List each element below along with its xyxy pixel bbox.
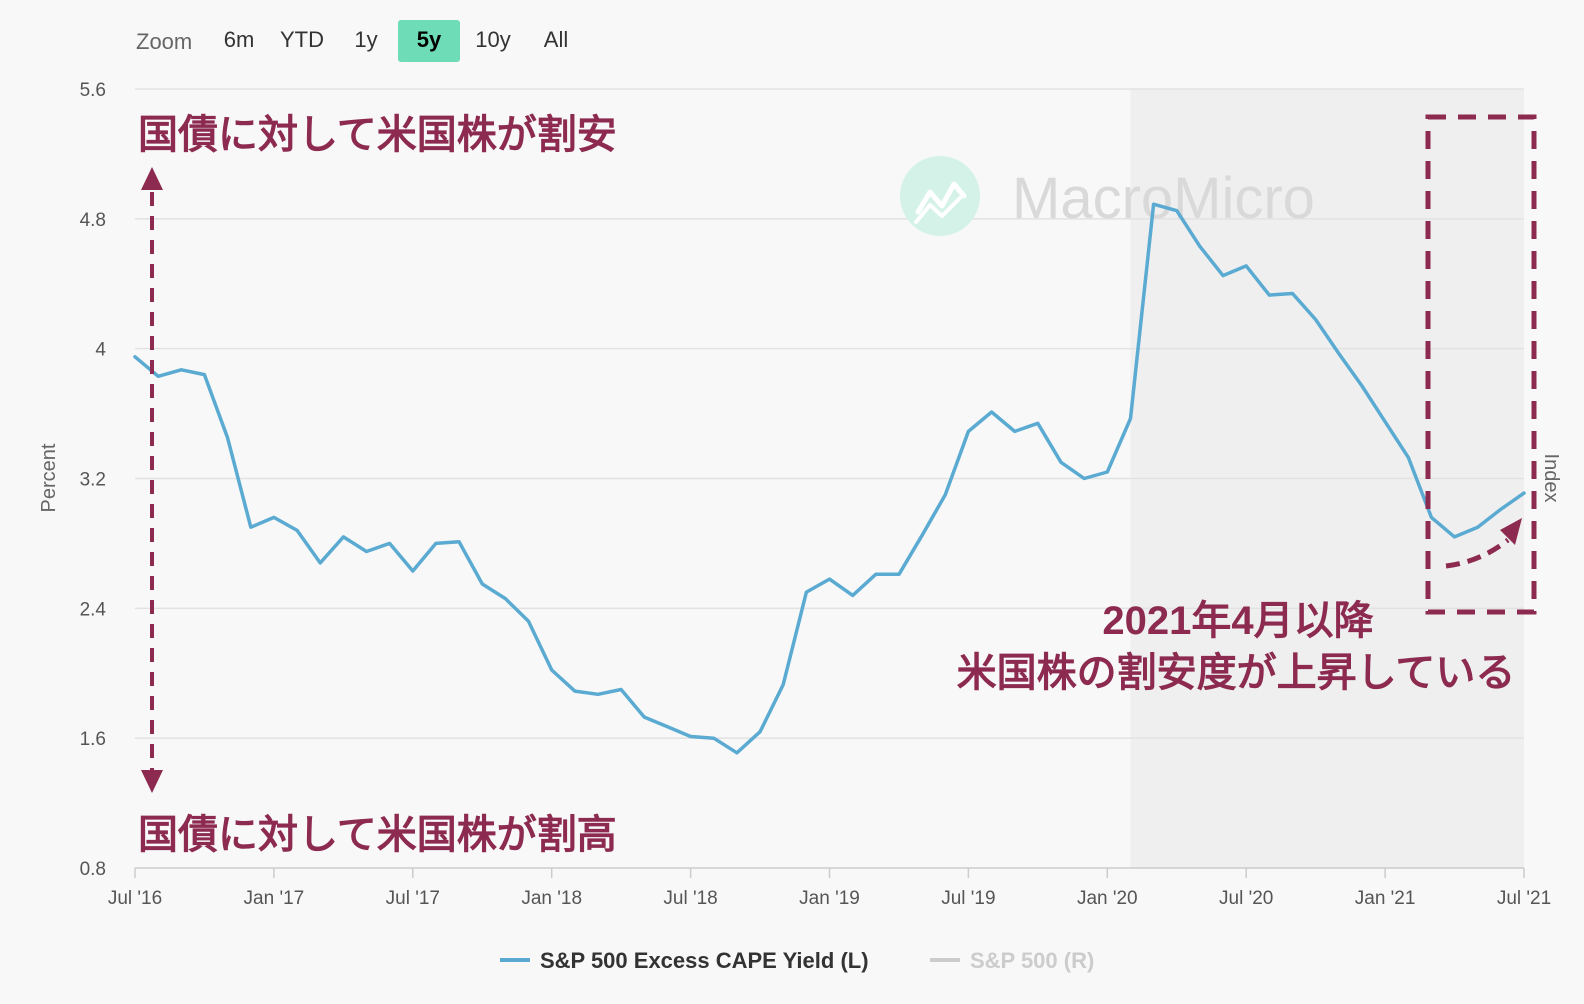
y-tick-label: 3.2 bbox=[80, 470, 106, 491]
zoom-button-1y[interactable]: 1y bbox=[354, 27, 377, 52]
annotation-top: 国債に対して米国株が割安 bbox=[138, 113, 617, 157]
x-tick-label: Jul '17 bbox=[386, 888, 440, 909]
zoom-button-10y[interactable]: 10y bbox=[475, 27, 510, 52]
x-tick-label: Jan '19 bbox=[799, 888, 860, 909]
zoom-button-6m[interactable]: 6m bbox=[224, 27, 255, 52]
x-tick-label: Jul '18 bbox=[663, 888, 717, 909]
legend-item-sp500[interactable]: S&P 500 (R) bbox=[930, 948, 1094, 973]
zoom-button-label[interactable]: All bbox=[544, 27, 568, 52]
zoom-button-label[interactable]: 5y bbox=[417, 27, 442, 52]
annotation-bottom: 国債に対して米国株が割高 bbox=[138, 813, 617, 857]
annotation-right-line2: 米国株の割安度が上昇している bbox=[957, 651, 1516, 695]
watermark: MacroMicro bbox=[900, 156, 1315, 236]
arrow-down-icon bbox=[141, 770, 163, 793]
chart-line-icon-base bbox=[914, 196, 962, 224]
legend: S&P 500 Excess CAPE Yield (L) S&P 500 (R… bbox=[500, 948, 1094, 973]
x-tick-label: Jan '17 bbox=[244, 888, 305, 909]
y2-axis-title: Index bbox=[1540, 454, 1562, 503]
legend-label[interactable]: S&P 500 Excess CAPE Yield (L) bbox=[540, 948, 869, 973]
x-axis-ticks: Jul '16 Jan '17 Jul '17 Jan '18 Jul '18 Jan '… bbox=[108, 868, 1551, 909]
zoom-button-label[interactable]: 1y bbox=[354, 27, 377, 52]
zoom-button-label[interactable]: 6m bbox=[224, 27, 255, 52]
chart-line-icon bbox=[915, 181, 967, 215]
y-tick-label: 4.8 bbox=[80, 210, 106, 231]
x-tick-label: Jan '18 bbox=[521, 888, 582, 909]
annotation-curved-arrow bbox=[1445, 538, 1510, 569]
x-tick-label: Jul '19 bbox=[941, 888, 995, 909]
arrow-up-right-icon bbox=[1500, 518, 1522, 545]
zoom-button-label[interactable]: YTD bbox=[280, 27, 324, 52]
y-axis-ticks: 0.8 1.6 2.4 3.2 4 4.8 5.6 bbox=[80, 80, 107, 880]
series-line-excess-cape-yield bbox=[133, 202, 1526, 755]
zoom-button-5y[interactable]: 5y bbox=[398, 20, 460, 62]
y-tick-label: 4 bbox=[95, 340, 106, 361]
legend-item-excess-cape-yield[interactable]: S&P 500 Excess CAPE Yield (L) bbox=[500, 948, 869, 973]
x-tick-label: Jul '21 bbox=[1497, 888, 1551, 909]
zoom-toolbar: Zoom 6m YTD 1y 5y 10y All bbox=[136, 20, 568, 62]
gridlines bbox=[135, 88, 1524, 739]
x-tick-label: Jan '20 bbox=[1077, 888, 1138, 909]
y-tick-label: 0.8 bbox=[80, 859, 106, 880]
watermark-logo-circle bbox=[900, 156, 980, 236]
y-axis-title: Percent bbox=[38, 443, 60, 512]
x-tick-label: Jan '21 bbox=[1355, 888, 1416, 909]
legend-label[interactable]: S&P 500 (R) bbox=[970, 948, 1094, 973]
zoom-label: Zoom bbox=[136, 29, 192, 54]
zoom-button-active-bg[interactable] bbox=[398, 20, 460, 62]
x-tick-label: Jul '16 bbox=[108, 888, 162, 909]
zoom-button-ytd[interactable]: YTD bbox=[280, 27, 324, 52]
y-tick-label: 2.4 bbox=[80, 599, 107, 620]
zoom-button-all[interactable]: All bbox=[544, 27, 568, 52]
watermark-text: MacroMicro bbox=[1012, 166, 1315, 231]
annotation-right-line1: 2021年4月以降 bbox=[1102, 599, 1373, 643]
x-tick-label: Jul '20 bbox=[1219, 888, 1273, 909]
y-tick-label: 5.6 bbox=[80, 80, 106, 101]
annotation-double-arrow bbox=[141, 167, 163, 793]
zoom-button-label[interactable]: 10y bbox=[475, 27, 510, 52]
arrow-up-icon bbox=[141, 167, 163, 190]
y-tick-label: 1.6 bbox=[80, 729, 106, 750]
